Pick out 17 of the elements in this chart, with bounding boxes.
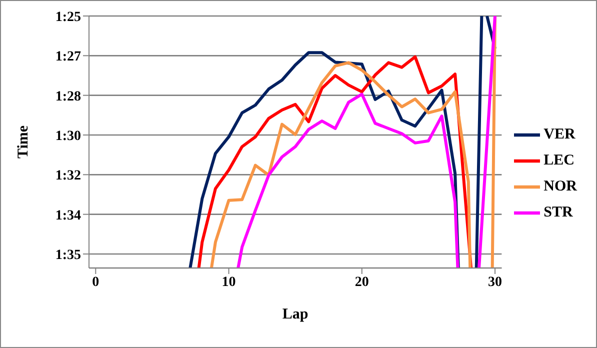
x-axis-title: Lap xyxy=(282,306,308,323)
y-tick-label: 1:28 xyxy=(55,89,81,104)
y-tick-label: 1:27 xyxy=(55,50,81,65)
legend-label: STR xyxy=(544,204,573,220)
legend-label: NOR xyxy=(544,178,577,194)
x-tick-label: 20 xyxy=(354,274,369,290)
x-tick-label: 0 xyxy=(92,274,100,290)
x-tick-label: 30 xyxy=(488,274,502,290)
legend-label: VER xyxy=(544,126,576,142)
y-axis-title: Time xyxy=(15,125,32,159)
y-tick-label: 1:35 xyxy=(55,248,81,263)
y-tick-label: 1:25 xyxy=(55,10,81,25)
y-tick-label: 1:32 xyxy=(55,168,81,184)
y-tick-label: 1:34 xyxy=(55,208,81,224)
x-tick-label: 10 xyxy=(222,274,236,290)
y-tick-label: 1:30 xyxy=(55,128,81,144)
legend-label: LEC xyxy=(544,152,574,168)
